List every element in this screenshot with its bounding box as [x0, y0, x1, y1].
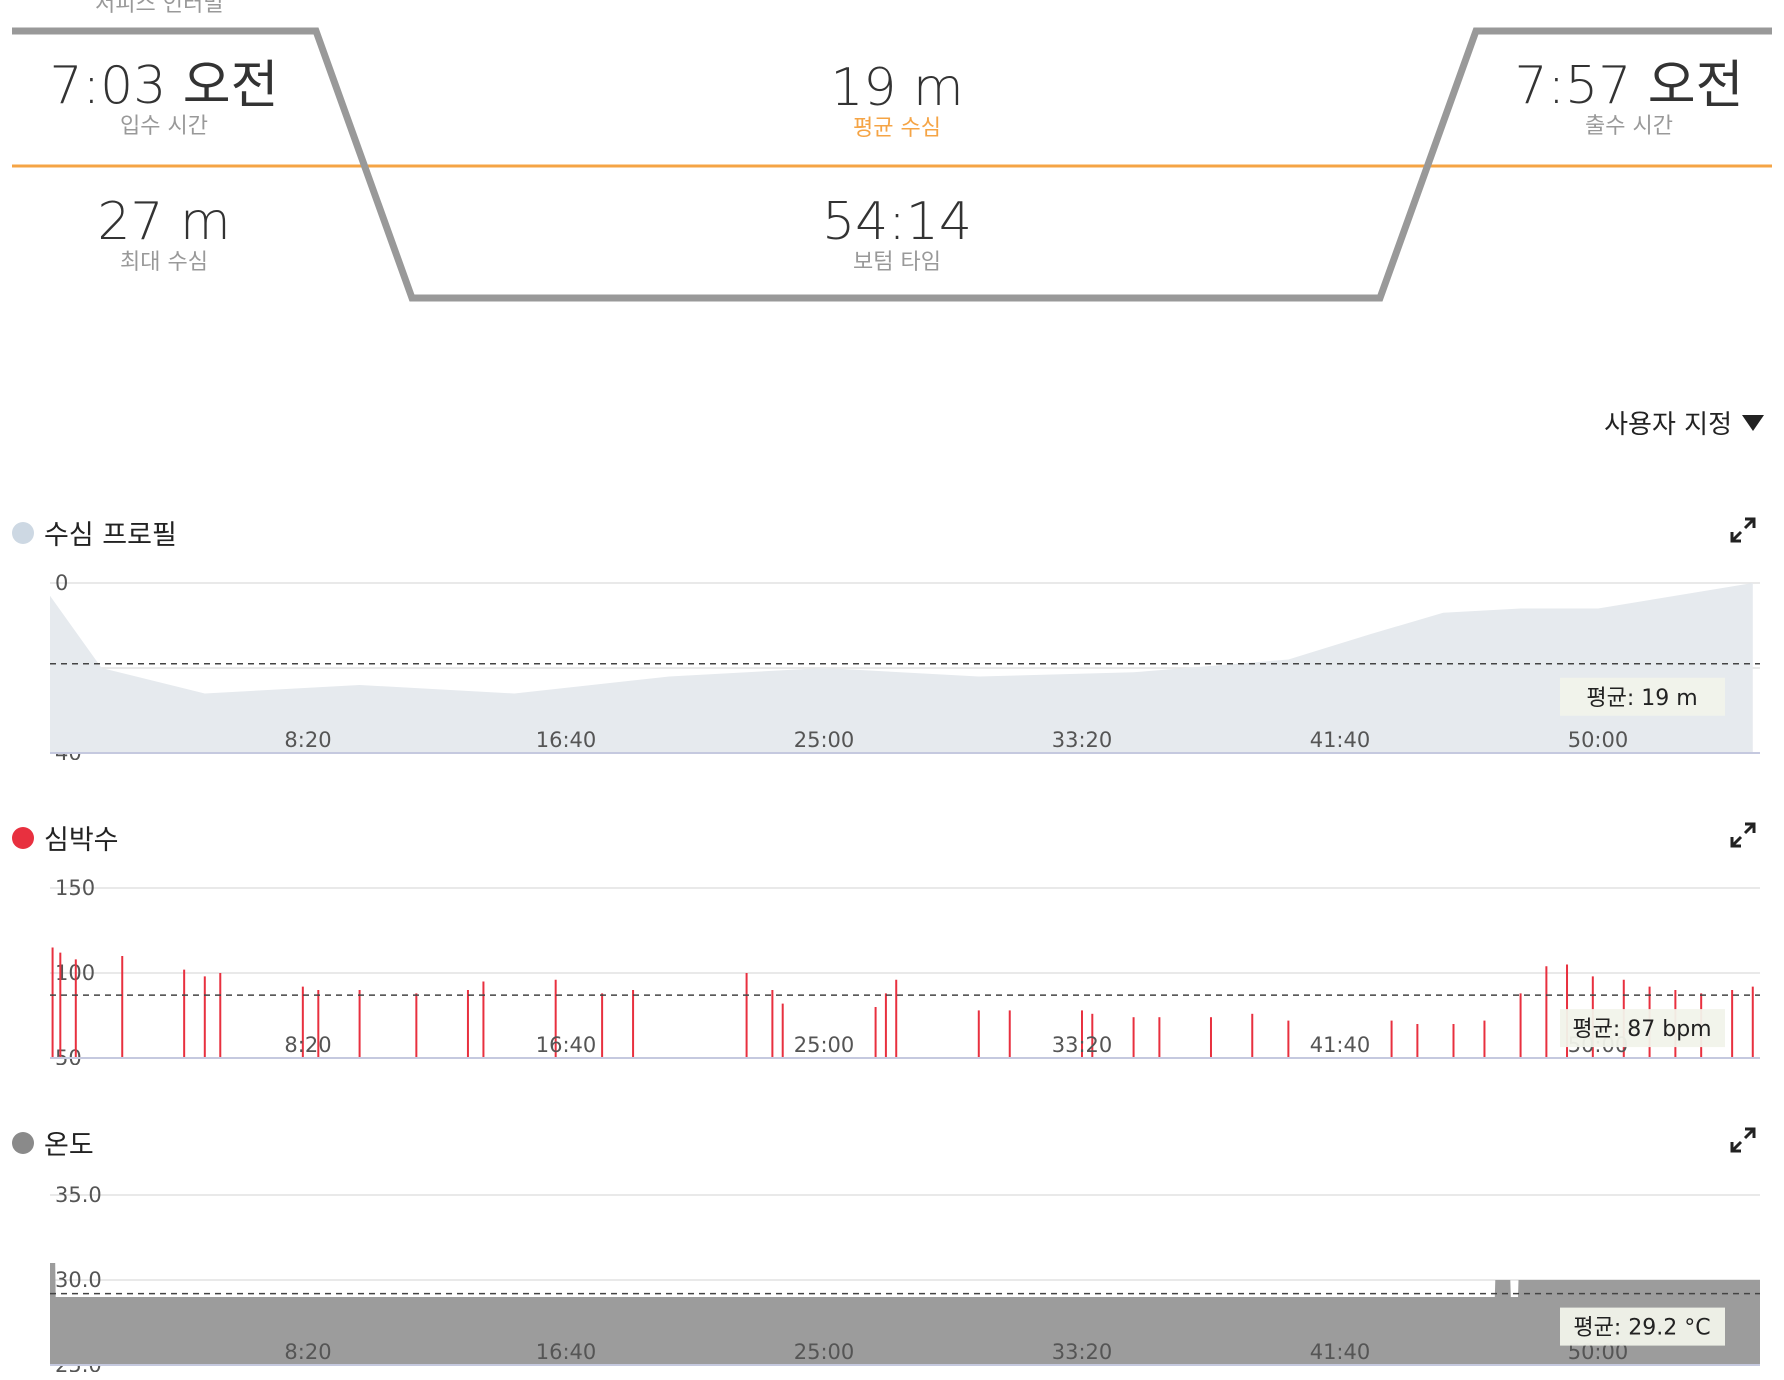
- x-tick-label: 16:40: [536, 1340, 597, 1364]
- temperature-chart: 35.030.025.08:2016:4025:0033:2041:4050:0…: [50, 1183, 1760, 1372]
- x-tick-label: 25:00: [794, 1340, 855, 1364]
- y-tick-label: 35.0: [55, 1183, 102, 1207]
- x-tick-label: 16:40: [536, 1033, 597, 1057]
- caret-down-icon: [1742, 414, 1764, 431]
- exit-time-label: 출수 시간: [1585, 114, 1673, 139]
- x-tick-label: 8:20: [284, 1033, 331, 1057]
- temp-area: [50, 1263, 1760, 1365]
- avg-depth-value: 19 m: [830, 58, 964, 118]
- bottom-time-value: 54:14: [822, 192, 972, 252]
- x-tick-label: 33:20: [1052, 728, 1113, 752]
- average-label: 평균: 19 m: [1586, 686, 1697, 711]
- expand-icon[interactable]: [1728, 1125, 1758, 1155]
- y-tick-label: 30.0: [55, 1268, 102, 1292]
- custom-range-dropdown[interactable]: 사용자 지정: [1604, 404, 1764, 441]
- y-tick-label: 0: [55, 571, 68, 595]
- avg-depth-stat: 19 m 평균 수심: [747, 60, 1047, 142]
- custom-range-label: 사용자 지정: [1604, 410, 1732, 440]
- average-label-box: [1560, 677, 1725, 716]
- x-tick-label: 41:40: [1310, 1033, 1371, 1057]
- x-tick-label: 25:00: [794, 728, 855, 752]
- heart-chart-header: 심박수: [12, 818, 119, 857]
- y-tick-label: 150: [55, 876, 95, 900]
- exit-time-value: 7:57 오전: [1514, 56, 1744, 116]
- max-depth-value: 27 m: [97, 192, 231, 252]
- depth-chart-header: 수심 프로필: [12, 513, 177, 552]
- x-tick-label: 25:00: [794, 1033, 855, 1057]
- temp-chart-title: 온도: [44, 1130, 94, 1161]
- x-tick-label: 16:40: [536, 728, 597, 752]
- depth-chart-title: 수심 프로필: [44, 520, 177, 551]
- bottom-time-label: 보텀 타임: [853, 250, 941, 275]
- x-tick-label: 41:40: [1310, 728, 1371, 752]
- average-label-box: [1560, 1009, 1725, 1048]
- dive-summary-graphic: [12, 27, 1772, 302]
- exit-time-stat: 7:57 오전 출수 시간: [1479, 58, 1779, 140]
- x-tick-label: 41:40: [1310, 1340, 1371, 1364]
- x-tick-label: 8:20: [284, 1340, 331, 1364]
- heart-legend-dot: [12, 826, 34, 849]
- entry-time-label: 입수 시간: [120, 114, 208, 139]
- depth-area: [50, 583, 1753, 753]
- average-label: 평균: 29.2 °C: [1573, 1316, 1710, 1341]
- max-depth-label: 최대 수심: [120, 250, 208, 275]
- bottom-time-stat: 54:14 보텀 타임: [747, 194, 1047, 276]
- temp-chart-header: 온도: [12, 1123, 94, 1162]
- heart-chart-title: 심박수: [44, 825, 119, 856]
- x-tick-label: 33:20: [1052, 1340, 1113, 1364]
- y-tick-label: 50: [55, 1046, 82, 1065]
- cut-off-label: 서피스 인터벌: [95, 0, 224, 17]
- average-label-box: [1560, 1307, 1725, 1346]
- max-depth-stat: 27 m 최대 수심: [14, 194, 314, 276]
- dive-trapezoid-outline: [12, 27, 1772, 302]
- x-tick-label: 8:20: [284, 728, 331, 752]
- average-label: 평균: 87 bpm: [1572, 1017, 1711, 1042]
- depth-legend-dot: [12, 521, 34, 544]
- x-tick-label: 50:00: [1568, 728, 1629, 752]
- temp-legend-dot: [12, 1131, 34, 1154]
- expand-icon[interactable]: [1728, 820, 1758, 850]
- entry-time-stat: 7:03 오전 입수 시간: [14, 58, 314, 140]
- avg-depth-label: 평균 수심: [853, 116, 941, 141]
- heart-rate-chart: 150100508:2016:4025:0033:2041:4050:00평균:…: [50, 876, 1760, 1065]
- entry-time-value: 7:03 오전: [49, 56, 279, 116]
- x-tick-label: 33:20: [1052, 1033, 1113, 1057]
- expand-icon[interactable]: [1728, 515, 1758, 545]
